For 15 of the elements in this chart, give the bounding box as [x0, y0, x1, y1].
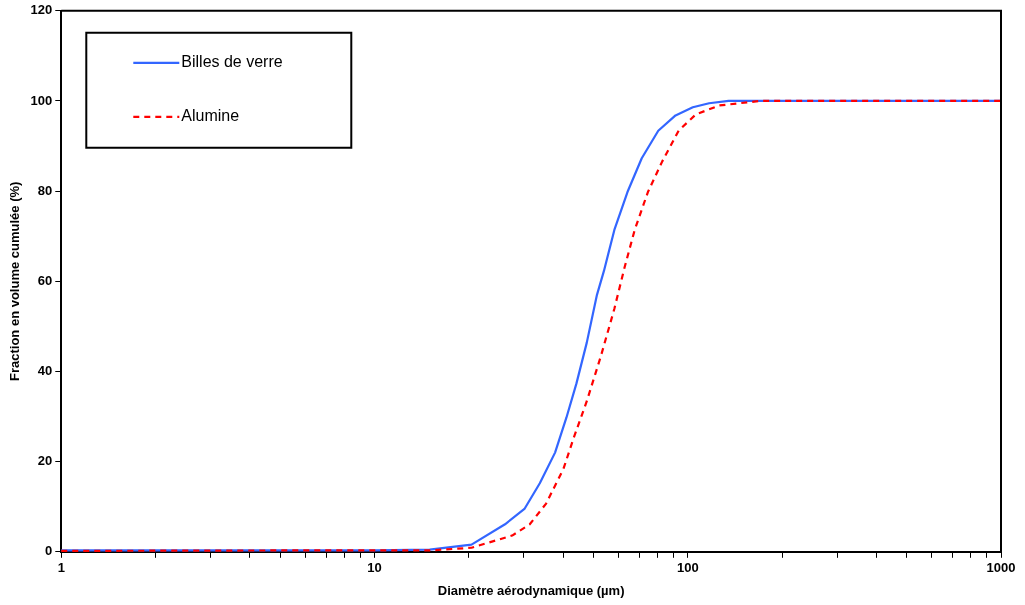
y-axis-title: Fraction en volume cumulée (%) — [7, 181, 23, 381]
x-tick-label: 1 — [57, 560, 65, 576]
y-tick-label: 120 — [30, 2, 53, 18]
y-tick-label: 20 — [37, 453, 53, 469]
y-tick-label: 0 — [45, 543, 53, 559]
legend-label: Billes de verre — [181, 53, 283, 71]
y-tick-label: 80 — [37, 182, 53, 198]
x-tick-label: 10 — [367, 560, 382, 576]
y-tick-label: 40 — [37, 363, 53, 379]
x-tick-label: 100 — [676, 560, 699, 576]
y-tick-label: 100 — [30, 92, 53, 108]
x-tick-label: 1000 — [986, 560, 1016, 576]
y-tick-label: 60 — [37, 272, 53, 288]
x-axis-title: Diamètre aérodynamique (µm) — [437, 582, 625, 598]
legend-label: Alumine — [181, 107, 240, 125]
